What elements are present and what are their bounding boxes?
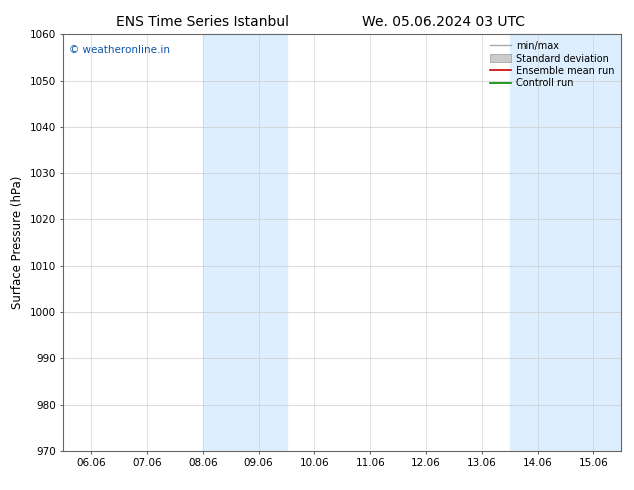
Text: © weatheronline.in: © weatheronline.in (69, 45, 170, 55)
Bar (510, 34, 621, 451)
Bar (203, 34, 287, 451)
Text: ENS Time Series Istanbul: ENS Time Series Istanbul (117, 15, 289, 29)
Text: We. 05.06.2024 03 UTC: We. 05.06.2024 03 UTC (362, 15, 526, 29)
Legend: min/max, Standard deviation, Ensemble mean run, Controll run: min/max, Standard deviation, Ensemble me… (488, 39, 616, 90)
Y-axis label: Surface Pressure (hPa): Surface Pressure (hPa) (11, 176, 24, 309)
